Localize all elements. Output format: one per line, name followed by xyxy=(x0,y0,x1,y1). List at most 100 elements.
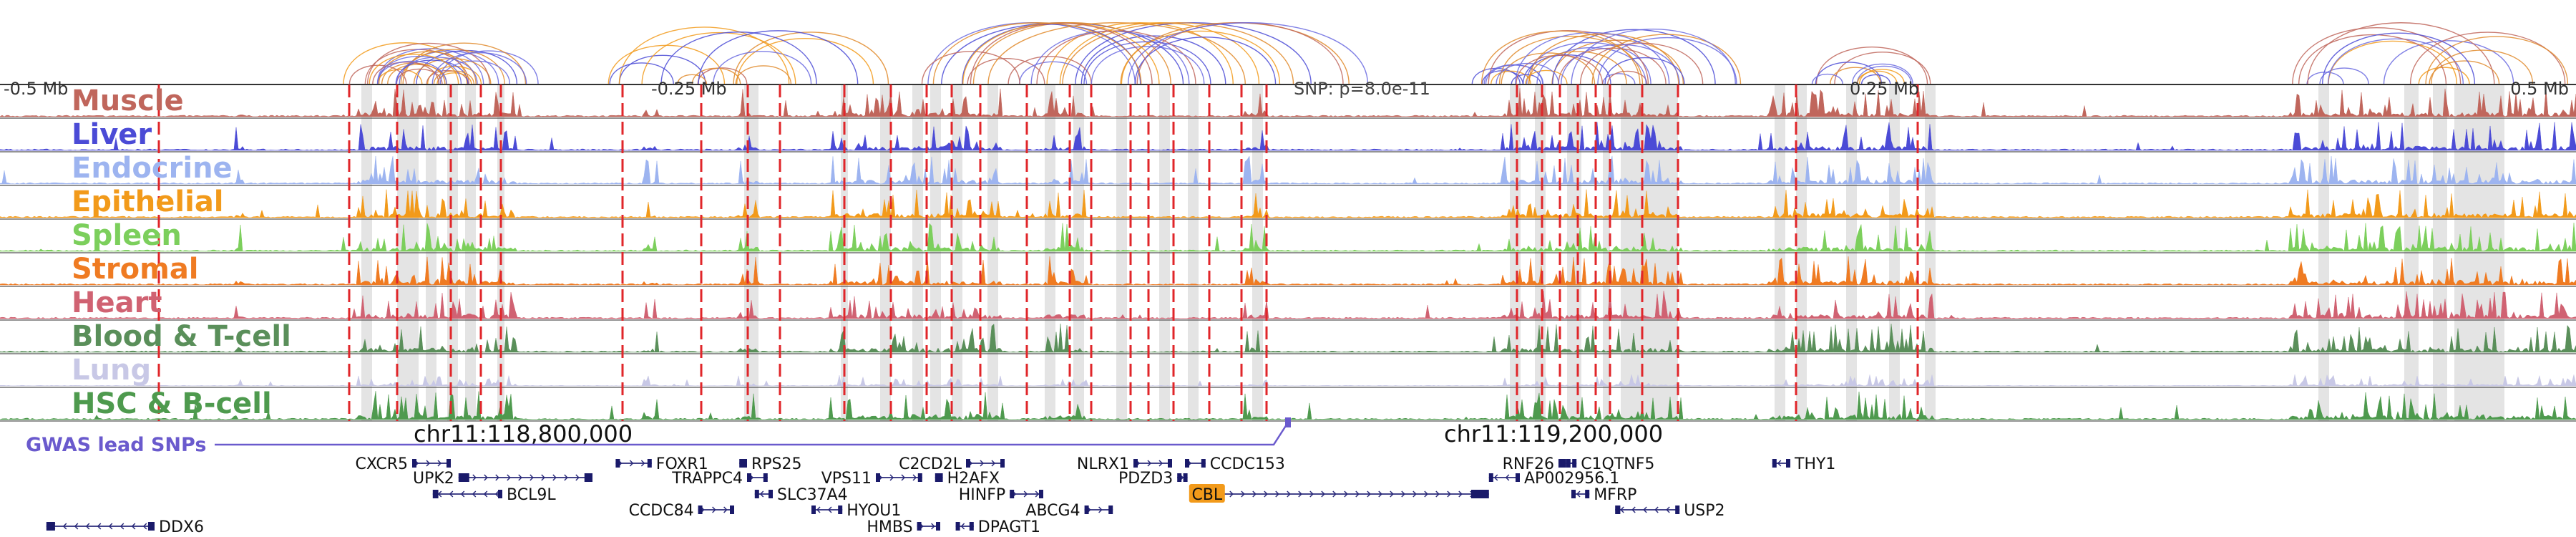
chromatin-loop-arc xyxy=(426,69,469,85)
gene-vps11: VPS11 xyxy=(821,470,922,488)
gene-exon xyxy=(584,473,592,482)
gene-label: THY1 xyxy=(1794,455,1835,473)
gwas-line xyxy=(215,422,1289,446)
strand-arrow xyxy=(472,490,477,498)
strand-arrow xyxy=(1435,490,1440,498)
gene-exon xyxy=(1108,505,1113,514)
tick-label: 0.5 Mb xyxy=(2510,79,2569,99)
chromatin-loop-arc xyxy=(2328,40,2458,85)
gene-exon xyxy=(1675,505,1680,514)
strand-arrow xyxy=(437,490,442,498)
coordinate-labels: chr11:118,800,000 chr11:119,200,000 xyxy=(414,420,1663,448)
chromatin-loop-arc xyxy=(1062,22,1294,85)
gene-exon xyxy=(1561,459,1566,468)
gene-hinfp: HINFP xyxy=(959,486,1043,504)
strand-arrow xyxy=(1493,474,1498,481)
chromatin-loop-arc xyxy=(609,62,674,85)
chromatin-loop-arc xyxy=(697,67,748,85)
gene-label: AP002956.1 xyxy=(1524,470,1619,488)
gene-exon xyxy=(1084,505,1089,514)
snp-pvalue-label: SNP: p=8.0e-11 xyxy=(1294,79,1430,99)
strand-arrow xyxy=(484,474,488,481)
gene-label: CBL xyxy=(1191,486,1222,504)
strand-arrow xyxy=(1401,490,1405,498)
snp-position-lines xyxy=(157,84,1919,421)
gene-exon xyxy=(1558,459,1563,468)
chromatin-loop-arc xyxy=(2307,22,2495,85)
chromatin-loop-arc xyxy=(1858,69,1906,85)
strand-arrow xyxy=(1413,490,1417,498)
strand-arrow xyxy=(142,523,147,530)
strand-arrow xyxy=(901,474,906,481)
chromatin-loop-arc xyxy=(941,22,1184,85)
gene-exon xyxy=(917,522,922,531)
gene-highlight xyxy=(1189,484,1225,503)
strand-arrow xyxy=(1252,490,1257,498)
strand-arrow xyxy=(437,460,442,467)
strand-arrow xyxy=(1620,506,1624,513)
gene-label: NLRX1 xyxy=(1077,455,1129,473)
strand-arrow xyxy=(564,474,568,481)
gene-label: ABCG4 xyxy=(1025,502,1080,520)
chromatin-loop-arc xyxy=(2418,67,2470,85)
chromatin-loop-arc xyxy=(1525,69,1568,85)
chromatin-loop-arc xyxy=(967,58,1045,85)
gene-exon xyxy=(147,522,155,531)
chromatin-loop-arc xyxy=(1496,63,1559,85)
gene-exon xyxy=(615,459,620,468)
strand-arrow xyxy=(1447,490,1451,498)
coordinate-label: chr11:119,200,000 xyxy=(1444,420,1663,448)
chromatin-loop-arc xyxy=(698,30,859,85)
strand-arrow xyxy=(85,523,90,530)
chromatin-loop-arc xyxy=(1811,73,1843,85)
gene-exon xyxy=(754,490,759,498)
gene-label: CXCR5 xyxy=(356,455,408,473)
chromatin-loop-arc xyxy=(1552,29,1716,85)
strand-arrow xyxy=(1098,506,1103,513)
strand-arrow xyxy=(472,474,477,481)
chromatin-loop-arc xyxy=(970,22,1153,85)
gene-exon xyxy=(1572,459,1577,468)
strand-arrow xyxy=(108,523,113,530)
gwas-lead-snps-label: GWAS lead SNPs xyxy=(26,434,206,456)
strand-arrow xyxy=(1298,490,1302,498)
chromatin-loop-arc xyxy=(396,57,478,85)
gene-rnf26: RNF26 xyxy=(1503,455,1566,473)
chromatin-loop-arc xyxy=(2327,38,2464,85)
chromatin-loop-arc xyxy=(439,60,511,85)
strand-arrow xyxy=(1275,490,1279,498)
gene-foxr1: FOXR1 xyxy=(615,455,708,473)
gene-upk2: UPK2 xyxy=(413,470,592,488)
strand-arrow xyxy=(119,523,125,530)
axis-ticks: -0.5 Mb -0.25 Mb 0.25 Mb 0.5 Mb SNP: p=8… xyxy=(4,79,2569,99)
strand-arrow xyxy=(1241,490,1245,498)
chromatin-loop-arc xyxy=(2319,67,2369,85)
gene-label: BCL9L xyxy=(507,486,556,504)
gene-exon xyxy=(747,473,751,482)
gene-label: VPS11 xyxy=(821,470,872,488)
chromatin-loop-arc xyxy=(1036,30,1196,85)
chromatin-loop-arc xyxy=(1516,54,1604,85)
gene-label: HINFP xyxy=(959,486,1005,504)
chromatin-loop-arc xyxy=(660,32,817,85)
gene-exon xyxy=(966,459,970,468)
strand-arrow xyxy=(816,506,821,513)
strand-arrow xyxy=(518,474,522,481)
track-label: Endocrine xyxy=(72,152,233,185)
strand-arrow xyxy=(1367,490,1371,498)
chromatin-loop-arc xyxy=(1830,67,1882,85)
gene-exon xyxy=(447,459,451,468)
strand-arrow xyxy=(1264,490,1268,498)
gene-exon xyxy=(1470,490,1489,498)
track-label: Stromal xyxy=(72,253,199,286)
track-label: HSC & B-cell xyxy=(72,387,272,420)
chromatin-loop-arc xyxy=(2383,40,2514,85)
chromatin-loop-arcs xyxy=(343,22,2569,85)
chromatin-loop-arc xyxy=(1604,57,1685,85)
gene-exon xyxy=(811,505,816,514)
gene-exon xyxy=(698,505,703,514)
gene-thy1: THY1 xyxy=(1772,455,1835,473)
gene-exon xyxy=(730,505,734,514)
signal-lung xyxy=(0,374,2576,387)
